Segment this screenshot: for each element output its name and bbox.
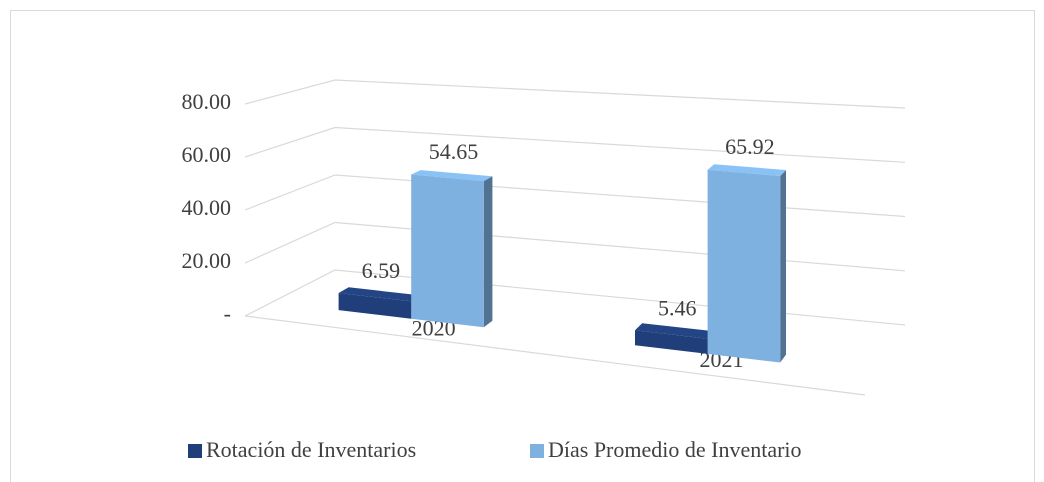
floor-edge	[244, 315, 866, 396]
bar-top	[338, 287, 421, 302]
data-label: 65.92	[725, 134, 775, 159]
data-label: 5.46	[658, 295, 697, 320]
y-tick-label: 40.00	[182, 195, 232, 220]
legend-swatch	[188, 444, 202, 458]
bar-top	[411, 170, 493, 182]
y-tick-label: 20.00	[182, 248, 232, 273]
bar	[635, 330, 708, 354]
bar-top	[707, 164, 786, 176]
chart-frame	[10, 10, 1035, 482]
data-label: 6.59	[362, 258, 401, 283]
bar	[338, 293, 412, 319]
y-tick-label: -	[224, 301, 231, 326]
grid-line	[244, 79, 906, 109]
y-tick-label: 60.00	[182, 142, 232, 167]
bar-side	[483, 176, 493, 328]
data-label: 54.65	[429, 139, 479, 164]
bar	[707, 169, 781, 363]
legend-label: Rotación de Inventarios	[206, 437, 416, 462]
bar-top	[635, 323, 715, 339]
legend-label: Días Promedio de Inventario	[548, 437, 802, 462]
grid-line	[244, 126, 906, 163]
y-tick-label: 80.00	[182, 89, 232, 114]
legend-swatch	[530, 444, 544, 458]
bar-side	[780, 170, 786, 363]
bar	[411, 174, 484, 328]
